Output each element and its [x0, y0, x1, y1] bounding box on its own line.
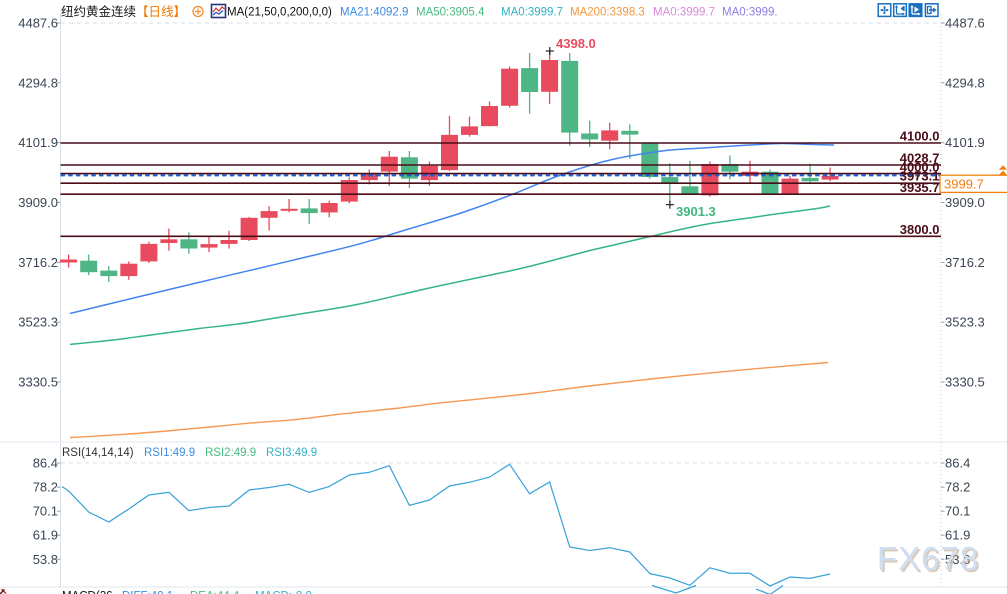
svg-text:RSI2:49.9: RSI2:49.9 [205, 447, 256, 459]
svg-text:3716.2: 3716.2 [945, 255, 985, 270]
svg-text:4294.8: 4294.8 [18, 75, 58, 90]
svg-text:MACD:-8.0: MACD:-8.0 [255, 591, 312, 594]
svg-text:MA200:3398.3: MA200:3398.3 [570, 7, 645, 19]
svg-text:3909.0: 3909.0 [945, 195, 985, 210]
svg-text:4487.6: 4487.6 [945, 16, 985, 31]
svg-text:3523.3: 3523.3 [18, 315, 58, 330]
svg-text:MA(21,50,0,200,0,0): MA(21,50,0,200,0,0) [227, 7, 332, 19]
svg-text:RSI1:49.9: RSI1:49.9 [144, 447, 195, 459]
svg-text:4101.9: 4101.9 [18, 135, 58, 150]
svg-text:86.4: 86.4 [945, 456, 970, 471]
svg-text:4101.9: 4101.9 [945, 135, 985, 150]
svg-text:3716.2: 3716.2 [18, 255, 58, 270]
svg-text:MA0:3999.7: MA0:3999.7 [501, 7, 563, 19]
svg-text:78.2: 78.2 [33, 480, 58, 495]
svg-text:70.1: 70.1 [945, 504, 970, 519]
svg-text:4100.0: 4100.0 [900, 129, 940, 144]
svg-text:DEA:44.4: DEA:44.4 [190, 591, 240, 594]
svg-text:4294.8: 4294.8 [945, 75, 985, 90]
svg-text:【日线】: 【日线】 [136, 5, 186, 19]
svg-text:4487.6: 4487.6 [18, 16, 58, 31]
svg-text:3973.1: 3973.1 [900, 169, 940, 184]
svg-text:86.4: 86.4 [33, 456, 58, 471]
svg-text:3999.7: 3999.7 [944, 176, 984, 191]
svg-text:70.1: 70.1 [33, 504, 58, 519]
svg-text:3935.7: 3935.7 [900, 180, 940, 195]
svg-text:53.8: 53.8 [945, 552, 970, 567]
svg-text:4000.0: 4000.0 [900, 160, 940, 175]
svg-text:MACD(26,: MACD(26, [62, 591, 116, 594]
svg-text:DIFF:40.1: DIFF:40.1 [122, 591, 173, 594]
svg-text:MA0:3999.: MA0:3999. [722, 7, 778, 19]
svg-text:MA0:3999.7: MA0:3999.7 [653, 7, 715, 19]
svg-text:4028.7: 4028.7 [900, 151, 940, 166]
svg-text:78.2: 78.2 [945, 480, 970, 495]
svg-text:MA21:4092.9: MA21:4092.9 [340, 7, 408, 19]
svg-text:3909.0: 3909.0 [18, 195, 58, 210]
svg-text:3901.3: 3901.3 [676, 204, 716, 219]
svg-text:61.9: 61.9 [945, 528, 970, 543]
svg-text:FX678: FX678 [877, 540, 979, 577]
svg-text:RSI(14,14,14): RSI(14,14,14) [62, 447, 134, 459]
svg-text:FX678: FX678 [879, 542, 981, 579]
svg-text:53.8: 53.8 [33, 552, 58, 567]
svg-text:3330.5: 3330.5 [945, 375, 985, 390]
svg-text:纽约黄金连续: 纽约黄金连续 [61, 4, 136, 19]
svg-text:3800.0: 3800.0 [900, 222, 940, 237]
svg-text:3523.3: 3523.3 [945, 315, 985, 330]
svg-text:RSI3:49.9: RSI3:49.9 [266, 447, 317, 459]
svg-text:61.9: 61.9 [33, 528, 58, 543]
svg-text:3330.5: 3330.5 [18, 375, 58, 390]
svg-text:4398.0: 4398.0 [556, 36, 596, 51]
svg-text:MA50:3905.4: MA50:3905.4 [416, 7, 485, 19]
